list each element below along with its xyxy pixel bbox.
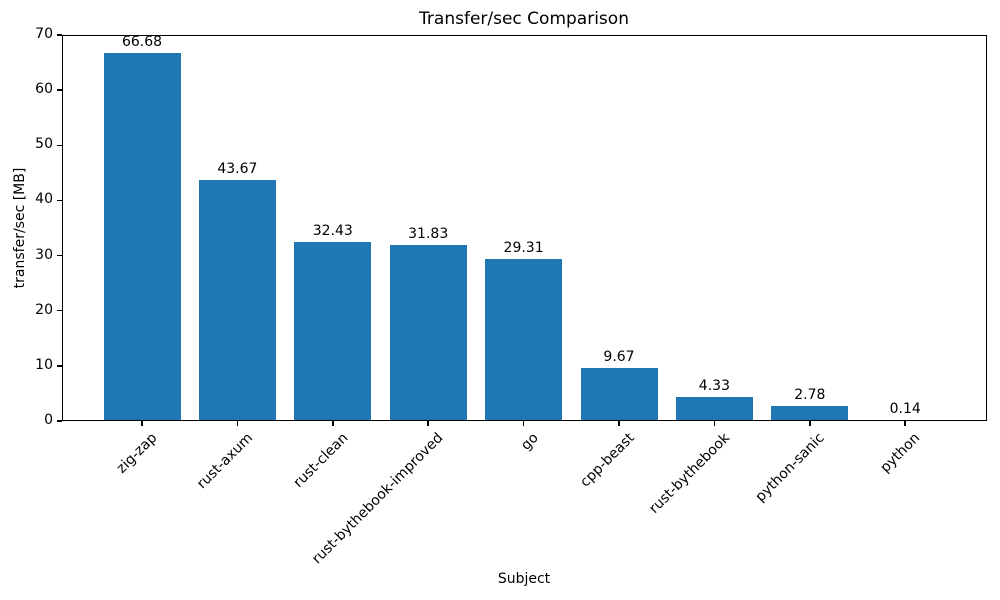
bar <box>771 405 849 421</box>
x-tick <box>713 421 716 426</box>
x-tick <box>141 421 143 426</box>
bar <box>103 53 181 421</box>
y-tick <box>57 89 62 91</box>
bar <box>675 397 753 421</box>
x-tick <box>809 421 811 426</box>
y-tick <box>57 420 62 422</box>
y-tick-label: 30 <box>35 246 53 263</box>
x-tick-label: zig-zap <box>113 430 161 477</box>
bar-value-label: 43.67 <box>217 161 258 178</box>
x-tick-label: python <box>877 430 924 476</box>
bar <box>389 245 467 421</box>
y-tick <box>57 199 62 202</box>
bar-value-label: 29.31 <box>503 240 544 257</box>
x-tick-label: rust-clean <box>290 430 352 491</box>
x-tick-label: rust-bythebook <box>645 430 733 517</box>
x-tick-label: cpp-beast <box>576 430 638 491</box>
y-tick-label: 70 <box>35 26 53 42</box>
x-tick <box>904 421 906 426</box>
bar <box>294 242 372 421</box>
y-axis-label: transfer/sec [MB] <box>12 167 28 289</box>
y-tick <box>57 34 62 36</box>
y-tick-label: 50 <box>35 136 53 153</box>
x-tick-label: rust-axum <box>193 430 256 493</box>
y-tick-label: 60 <box>35 81 53 98</box>
x-tick <box>522 421 525 426</box>
bar-value-label: 0.14 <box>889 401 921 418</box>
y-tick <box>57 144 62 147</box>
bar <box>485 259 563 421</box>
bar-value-label: 4.33 <box>698 378 730 395</box>
bar-value-label: 31.83 <box>408 226 449 243</box>
x-tick <box>236 421 239 426</box>
y-tick-label: 40 <box>35 191 53 208</box>
x-axis-label: Subject <box>497 571 551 587</box>
x-tick <box>618 421 620 426</box>
bar-value-label: 32.43 <box>312 223 353 240</box>
bar-value-label: 2.78 <box>794 386 826 403</box>
y-tick-label: 10 <box>35 356 53 373</box>
bar-value-label: 9.67 <box>603 348 635 365</box>
x-tick <box>332 421 334 426</box>
x-tick-label: python-sanic <box>752 430 829 506</box>
x-tick-label: go <box>518 430 542 454</box>
bar <box>580 367 658 421</box>
chart-title: Transfer/sec Comparison <box>419 9 629 29</box>
y-tick <box>57 254 62 257</box>
y-tick <box>57 365 62 367</box>
y-tick-label: 0 <box>44 412 53 428</box>
y-tick-label: 20 <box>35 301 53 318</box>
bar <box>198 180 276 421</box>
bar-value-label: 66.68 <box>121 34 163 51</box>
y-tick <box>57 309 62 312</box>
x-tick <box>427 421 429 426</box>
